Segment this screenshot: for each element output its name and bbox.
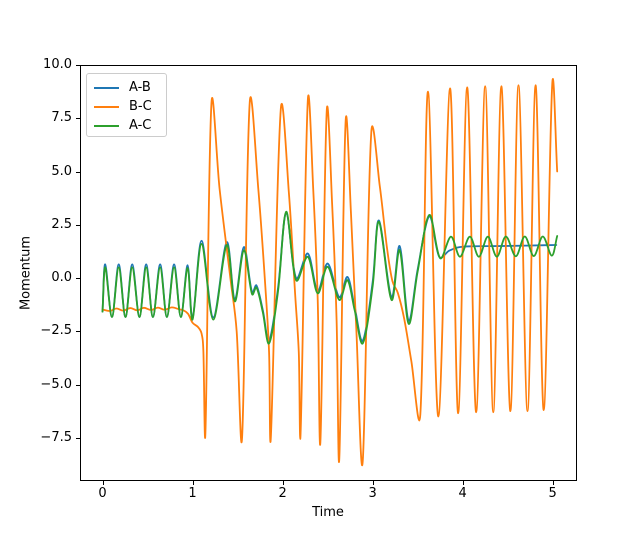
x-tick-mark <box>462 481 464 485</box>
legend-line-sample-a-c <box>94 124 119 127</box>
y-tick-label: 2.5 <box>51 216 72 232</box>
y-tick-mark <box>76 384 80 386</box>
legend-entry-b-c: B-C <box>94 97 158 116</box>
y-tick-mark <box>76 437 80 439</box>
y-tick-label: 7.5 <box>51 110 72 126</box>
x-tick-label: 0 <box>98 486 107 501</box>
y-axis-label: Momentum <box>18 235 34 311</box>
y-tick-mark <box>76 118 80 120</box>
x-tick-label: 3 <box>368 486 377 501</box>
legend-line-sample-a-b <box>94 86 119 89</box>
y-tick-label: 5.0 <box>51 163 72 179</box>
y-tick-label: −5.0 <box>40 376 72 392</box>
x-tick-label: 2 <box>278 486 287 501</box>
y-tick-label: −2.5 <box>40 323 72 339</box>
x-tick-mark <box>192 481 194 485</box>
legend-line-sample-b-c <box>94 105 119 108</box>
y-tick-mark <box>76 331 80 333</box>
legend-label: A-B <box>129 80 151 95</box>
x-tick-mark <box>372 481 374 485</box>
legend-label: A-C <box>129 118 152 133</box>
x-axis-label: Time <box>312 505 344 520</box>
x-tick-mark <box>102 481 104 485</box>
y-tick-label: 0.0 <box>51 270 72 285</box>
x-tick-label: 1 <box>188 486 197 501</box>
x-tick-label: 5 <box>548 486 557 501</box>
y-tick-label: 10.0 <box>43 57 72 72</box>
y-tick-mark <box>76 278 80 279</box>
x-tick-mark <box>282 481 284 485</box>
x-tick-label: 4 <box>458 486 467 501</box>
y-tick-mark <box>76 171 80 173</box>
plot-area <box>80 65 577 481</box>
y-tick-label: −7.5 <box>40 429 72 445</box>
legend-entry-a-b: A-B <box>94 78 158 97</box>
x-tick-mark <box>552 481 554 485</box>
series-line-a-c <box>101 210 559 345</box>
legend: A-B B-C A-C <box>86 73 167 137</box>
legend-label: B-C <box>129 99 152 114</box>
y-tick-mark <box>76 224 80 226</box>
y-tick-mark <box>76 65 80 66</box>
legend-entry-a-c: A-C <box>94 116 158 135</box>
